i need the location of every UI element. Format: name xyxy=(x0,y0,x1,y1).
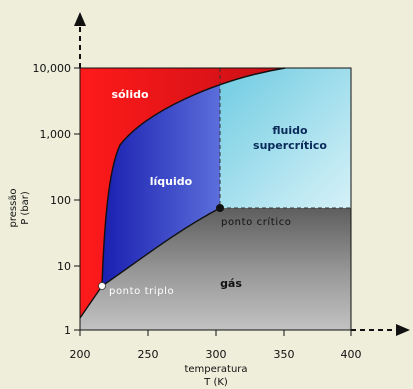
y-tick-label: 1,000 xyxy=(40,128,72,141)
critical-point-label: ponto crítico xyxy=(221,216,292,228)
plot-area xyxy=(79,67,352,331)
critical-point-marker xyxy=(216,204,224,212)
x-tick-label: 350 xyxy=(274,348,295,361)
solid-label: sólido xyxy=(111,88,149,101)
solid-region xyxy=(80,68,285,318)
y-tick-label: 10 xyxy=(57,260,71,273)
y-tick-label: 100 xyxy=(50,194,71,207)
triple-point-marker xyxy=(98,282,106,290)
sublimation-curve xyxy=(79,285,103,319)
x-tick-label: 200 xyxy=(70,348,91,361)
x-axis-arrow-icon xyxy=(396,324,410,336)
gas-region xyxy=(80,208,351,330)
y-axis-title-line1: pressão xyxy=(8,188,19,227)
vaporization-curve xyxy=(101,207,221,287)
axes xyxy=(74,12,410,336)
y-axis-arrow-icon xyxy=(74,12,86,26)
x-tick-label: 300 xyxy=(206,348,227,361)
x-tick-label: 250 xyxy=(138,348,159,361)
supercritical-label-line2: supercrítico xyxy=(253,139,327,152)
x-axis-title-line2: T (K) xyxy=(203,377,228,388)
x-axis-ticks: 200 250 300 350 400 xyxy=(70,330,362,361)
liquid-label: líquido xyxy=(150,175,193,188)
y-axis-title: pressão P (bar) xyxy=(8,188,31,227)
melting-curve xyxy=(101,67,286,287)
gas-label: gás xyxy=(220,277,242,290)
x-axis-title-line1: temperatura xyxy=(184,364,247,375)
y-axis-ticks: 10,000 1,000 100 10 1 xyxy=(33,62,80,337)
liquid-region xyxy=(102,68,285,286)
triple-point-label: ponto triplo xyxy=(109,286,174,297)
supercritical-label-line1: fluido xyxy=(272,124,308,137)
y-axis-title-line2: P (bar) xyxy=(20,191,31,225)
y-tick-label: 10,000 xyxy=(33,62,72,75)
x-tick-label: 400 xyxy=(341,348,362,361)
y-tick-label: 1 xyxy=(64,324,71,337)
